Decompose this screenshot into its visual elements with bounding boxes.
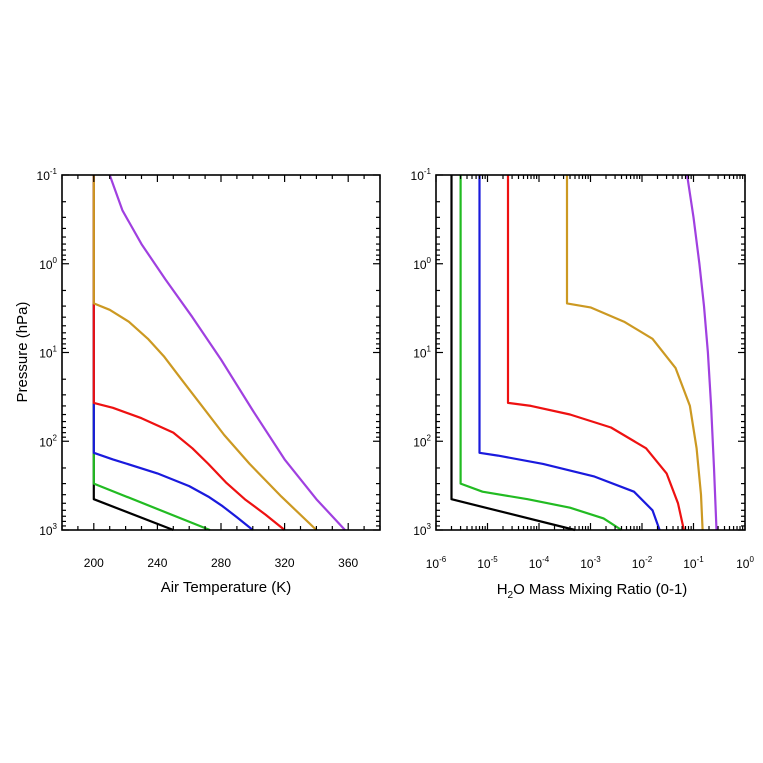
water-x-axis-label: H2O Mass Mixing Ratio (0-1) xyxy=(497,581,688,601)
tick-base: 10 xyxy=(39,435,53,449)
tick-exponent: -3 xyxy=(594,555,602,564)
tick-base: 10 xyxy=(37,169,51,183)
tick-exponent: -1 xyxy=(50,167,58,176)
water-ytick-label: 101 xyxy=(413,345,431,361)
water-xtick-label: 10-4 xyxy=(529,555,550,571)
tick-base: 10 xyxy=(683,557,697,571)
temperature-plot-frame xyxy=(61,174,381,531)
tick-exponent: -4 xyxy=(542,555,550,564)
water-xtick-label: 100 xyxy=(736,555,754,571)
water-x-axis-label-rest: O Mass Mixing Ratio (0-1) xyxy=(513,581,687,598)
tick-exponent: 0 xyxy=(427,256,432,265)
water-curve-red xyxy=(506,175,685,531)
tick-base: 10 xyxy=(632,557,646,571)
tick-exponent: 3 xyxy=(427,522,432,531)
water-plot-frame xyxy=(435,174,746,531)
water-ytick-label: 100 xyxy=(413,256,431,272)
tick-base: 10 xyxy=(413,435,427,449)
temperature-curve-red xyxy=(92,175,286,531)
tick-exponent: -1 xyxy=(697,555,705,564)
tick-base: 10 xyxy=(39,258,53,272)
tick-exponent: -6 xyxy=(439,555,447,564)
tick-base: 10 xyxy=(477,557,491,571)
temperature-ytick-label: 102 xyxy=(39,433,57,449)
tick-exponent: 1 xyxy=(427,345,432,354)
water-curves xyxy=(450,174,718,532)
tick-base: 10 xyxy=(413,258,427,272)
temperature-curve-gold xyxy=(92,175,318,531)
temperature-curve-purple xyxy=(108,174,346,531)
tick-base: 10 xyxy=(426,557,440,571)
tick-exponent: 1 xyxy=(53,345,58,354)
pressure-y-axis-label: Pressure (hPa) xyxy=(14,302,31,403)
water-curve-gold xyxy=(565,175,704,531)
temperature-ytick-label: 103 xyxy=(39,522,57,538)
tick-exponent: 2 xyxy=(53,433,58,442)
temperature-curves xyxy=(92,174,346,532)
tick-exponent: -5 xyxy=(491,555,499,564)
water-xtick-label: 10-3 xyxy=(580,555,601,571)
tick-base: 10 xyxy=(39,347,53,361)
tick-base: 10 xyxy=(736,557,750,571)
temperature-xtick-label: 280 xyxy=(211,556,231,570)
tick-base: 10 xyxy=(529,557,543,571)
tick-base: 10 xyxy=(580,557,594,571)
temperature-xtick-label: 240 xyxy=(147,556,167,570)
temperature-ytick-label: 101 xyxy=(39,345,57,361)
temperature-ytick-label: 100 xyxy=(39,256,57,272)
tick-base: 10 xyxy=(413,524,427,538)
temperature-xtick-label: 320 xyxy=(275,556,295,570)
water-x-axis-label-sub: 2 xyxy=(508,590,514,601)
tick-exponent: 2 xyxy=(427,433,432,442)
water-ytick-label: 103 xyxy=(413,522,431,538)
temperature-x-axis-label: Air Temperature (K) xyxy=(161,579,292,596)
water-xtick-label: 10-6 xyxy=(426,555,447,571)
tick-exponent: -2 xyxy=(645,555,653,564)
water-ytick-label: 10-1 xyxy=(411,167,432,183)
tick-exponent: -1 xyxy=(424,167,432,176)
tick-base: 10 xyxy=(413,347,427,361)
tick-base: 10 xyxy=(39,524,53,538)
water-curve-black xyxy=(450,175,576,532)
temperature-curve-blue xyxy=(92,175,254,531)
water-xtick-label: 10-2 xyxy=(632,555,653,571)
temperature-xtick-label: 200 xyxy=(84,556,104,570)
water-ytick-label: 102 xyxy=(413,433,431,449)
water-xtick-label: 10-1 xyxy=(683,555,704,571)
temperature-xtick-label: 360 xyxy=(338,556,358,570)
tick-exponent: 0 xyxy=(53,256,58,265)
tick-exponent: 3 xyxy=(53,522,58,531)
water-curve-blue xyxy=(478,175,661,531)
temperature-ytick-label: 10-1 xyxy=(37,167,58,183)
water-x-axis-label-h: H xyxy=(497,581,508,598)
water-xtick-label: 10-5 xyxy=(477,555,498,571)
water-curve-green xyxy=(459,175,623,531)
tick-exponent: 0 xyxy=(749,555,754,564)
water-curve-purple xyxy=(686,174,718,531)
tick-base: 10 xyxy=(411,169,425,183)
